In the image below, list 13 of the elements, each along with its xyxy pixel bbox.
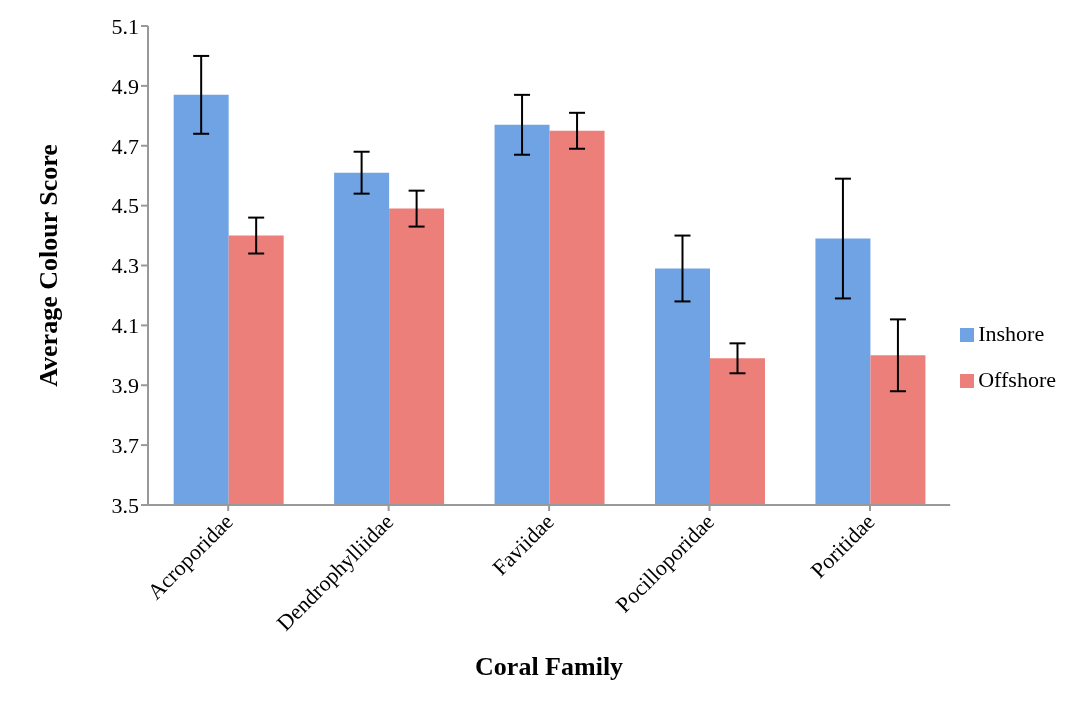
y-tick-label: 3.5 xyxy=(111,492,139,518)
y-tick-label: 4.3 xyxy=(111,253,139,279)
legend-label: Offshore xyxy=(978,366,1056,392)
y-tick-label: 4.5 xyxy=(111,193,139,219)
y-axis-title: Average Colour Score xyxy=(34,144,64,387)
legend-label: Inshore xyxy=(978,320,1045,346)
y-tick-label: 3.9 xyxy=(111,373,139,399)
y-tick-label: 4.1 xyxy=(111,313,139,339)
y-tick-label: 4.9 xyxy=(111,73,139,99)
y-tick-label: 3.7 xyxy=(111,432,139,458)
x-axis-title: Coral Family xyxy=(475,652,624,681)
y-tick-label: 4.7 xyxy=(111,133,139,159)
y-tick-label: 5.1 xyxy=(111,13,139,39)
